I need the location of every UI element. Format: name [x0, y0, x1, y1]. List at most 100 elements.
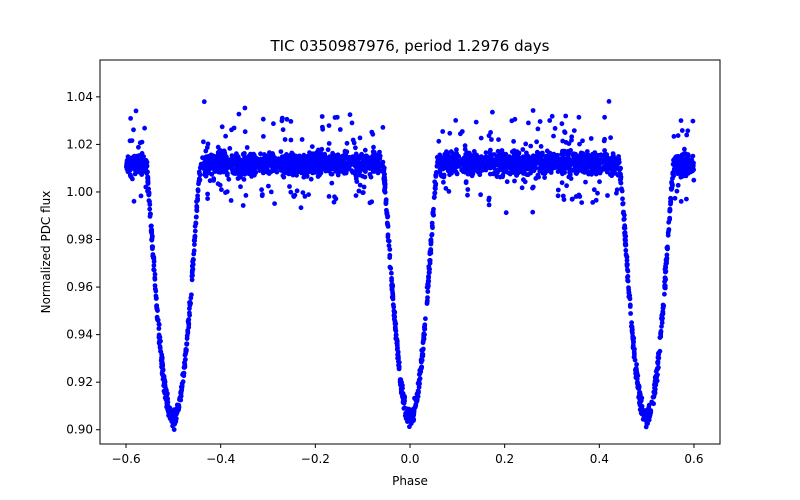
data-point: [159, 352, 165, 358]
data-point: [671, 134, 677, 139]
data-point: [298, 205, 304, 211]
data-point: [398, 386, 404, 392]
data-point: [573, 170, 579, 176]
data-point: [652, 386, 658, 392]
data-point: [593, 197, 599, 203]
data-point: [591, 187, 597, 193]
data-point: [569, 137, 574, 143]
data-point: [300, 190, 306, 196]
data-point: [495, 148, 501, 154]
data-point: [538, 144, 544, 149]
data-point: [301, 161, 306, 167]
data-point: [665, 232, 671, 238]
data-point: [156, 326, 162, 331]
data-point: [539, 163, 545, 168]
data-point: [465, 192, 470, 198]
data-point: [576, 114, 582, 120]
data-point: [622, 241, 628, 247]
x-tick-label: −0.2: [301, 452, 330, 466]
data-point: [346, 157, 352, 163]
x-tick-label: 0.2: [495, 452, 514, 466]
data-point: [533, 176, 539, 181]
data-point: [488, 159, 494, 165]
data-point: [632, 357, 638, 363]
data-point: [319, 158, 325, 164]
data-point: [146, 192, 152, 198]
data-point: [440, 129, 446, 134]
data-point: [310, 167, 316, 173]
data-point: [690, 161, 696, 167]
data-point: [537, 119, 543, 124]
data-point: [306, 192, 311, 198]
data-point: [272, 201, 277, 207]
data-point: [187, 312, 193, 318]
data-point: [357, 163, 363, 169]
data-point: [420, 351, 426, 357]
data-point: [143, 164, 149, 170]
data-point: [427, 270, 432, 275]
data-point: [478, 192, 483, 198]
data-point: [389, 287, 395, 292]
data-point: [227, 146, 233, 151]
data-point: [567, 172, 573, 178]
data-point: [431, 212, 436, 218]
data-point: [158, 338, 163, 344]
data-point: [453, 169, 459, 174]
data-point: [547, 156, 553, 161]
data-point: [441, 179, 446, 185]
data-point: [145, 188, 150, 194]
data-point: [594, 168, 600, 174]
data-point: [402, 394, 407, 400]
data-point: [670, 176, 675, 181]
data-point: [280, 173, 286, 179]
data-point: [151, 267, 157, 273]
data-point: [226, 176, 232, 182]
data-point: [244, 156, 249, 162]
data-point: [418, 359, 424, 365]
data-point: [450, 162, 456, 168]
data-point: [353, 145, 358, 151]
data-point: [562, 170, 567, 175]
data-point: [542, 166, 548, 172]
data-point: [138, 193, 144, 199]
data-point: [503, 210, 509, 216]
data-point: [355, 156, 361, 162]
data-point: [552, 125, 558, 131]
data-point: [629, 327, 635, 333]
data-point: [386, 243, 392, 249]
data-point: [435, 161, 441, 167]
data-point: [660, 305, 666, 311]
data-point: [259, 187, 264, 193]
data-point: [469, 173, 475, 179]
data-point: [163, 387, 168, 393]
x-axis: −0.6 −0.4 −0.2 0.0 0.2 0.4 0.6: [111, 444, 704, 466]
data-point: [448, 157, 454, 163]
data-point: [560, 193, 566, 199]
data-point: [523, 141, 529, 147]
data-point: [325, 147, 331, 153]
data-point: [534, 154, 540, 160]
data-point: [519, 185, 525, 191]
data-point: [459, 129, 465, 134]
data-point: [527, 163, 533, 169]
data-point: [670, 170, 676, 176]
data-point: [610, 151, 616, 157]
data-point: [382, 181, 387, 187]
data-point: [433, 181, 439, 187]
data-point: [465, 163, 470, 169]
data-point: [309, 144, 315, 150]
data-point: [638, 399, 644, 404]
data-point: [160, 367, 166, 372]
data-point: [523, 164, 529, 170]
data-point: [652, 382, 657, 387]
data-point: [502, 164, 507, 170]
data-point: [674, 188, 680, 194]
data-point: [624, 258, 630, 263]
data-point: [384, 220, 390, 226]
data-point: [614, 190, 619, 196]
data-point: [427, 251, 433, 257]
data-point: [542, 175, 547, 181]
data-point: [559, 121, 565, 127]
data-point: [620, 201, 626, 207]
data-point: [288, 189, 294, 195]
